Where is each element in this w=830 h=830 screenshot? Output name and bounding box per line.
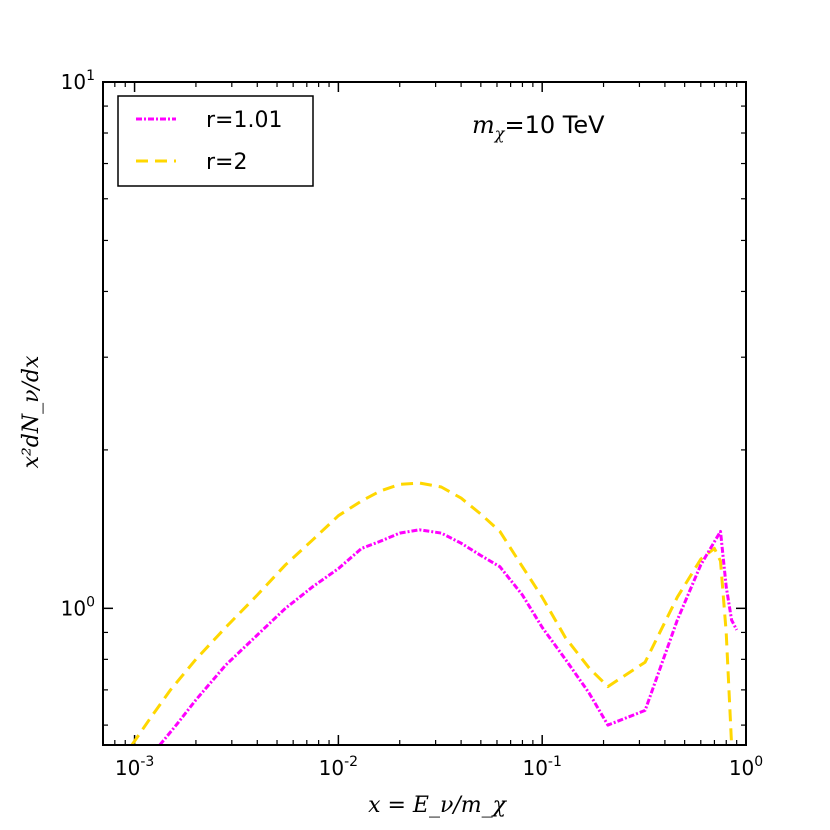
series-line-r2 [130,481,734,745]
legend-label-r101: r=1.01 [206,108,282,133]
x-tick-base: 10 [729,756,754,780]
annotation-suffix: =10 TeV [504,111,605,139]
legend-label-r2: r=2 [206,150,247,175]
annotation-subscript: χ [494,124,506,143]
x-tick-exponent: -2 [344,754,358,770]
y-tick-base: 10 [61,70,86,94]
x-tick-exponent: -1 [548,754,562,770]
y-tick-label: 101 [61,68,95,94]
x-tick-base: 10 [319,756,344,780]
x-tick-label: 10-2 [319,754,358,780]
legend-box [117,95,314,187]
y-tick-exponent: 0 [86,594,95,610]
y-tick-exponent: 1 [86,68,95,84]
series-line-r101 [158,528,739,745]
x-tick-exponent: -3 [140,754,154,770]
x-tick-label: 10-1 [522,754,561,780]
x-axis-label: x = E_ν/m_χ [368,793,508,818]
x-tick-base: 10 [115,756,140,780]
y-tick-base: 10 [61,596,86,620]
y-tick-label: 100 [61,594,95,620]
legend: r=1.01 r=2 [117,95,314,187]
mass-annotation: mχ=10 TeV [472,111,605,143]
x-tick-label: 10-3 [115,754,154,780]
y-axis-label: x²dN_ν/dx [19,355,44,468]
x-tick-exponent: 0 [754,754,763,770]
annotation-prefix: m [472,111,495,139]
series-layer [130,481,739,745]
x-tick-label: 100 [729,754,763,780]
x-tick-base: 10 [522,756,547,780]
plot-frame [102,81,747,746]
